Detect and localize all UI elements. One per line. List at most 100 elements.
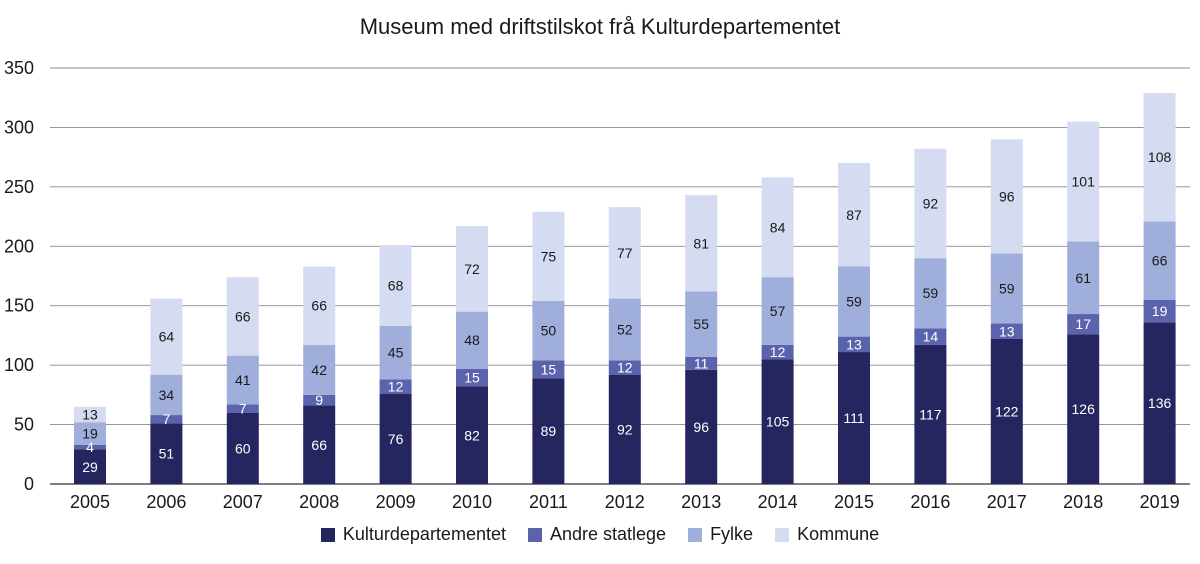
bar-segment: [303, 405, 336, 484]
x-tick-label: 2008: [299, 492, 339, 512]
bar-segment: [456, 386, 488, 484]
bar-segment: [456, 226, 488, 312]
data-label: 55: [693, 316, 709, 332]
bar-segment: [1143, 92, 1176, 222]
bar-segment: [1143, 299, 1176, 323]
bar-segment: [914, 344, 947, 484]
bar-segment: [608, 360, 641, 375]
data-label: 59: [923, 285, 939, 301]
x-tick-label: 2005: [70, 492, 110, 512]
y-tick-label: 100: [4, 355, 34, 375]
data-label: 15: [541, 361, 557, 377]
bar-segment: [838, 336, 870, 353]
bar-segment: [150, 374, 183, 416]
y-tick-label: 300: [4, 117, 34, 137]
data-label: 87: [846, 207, 862, 223]
data-label: 13: [846, 336, 862, 352]
bar-segment: [532, 211, 565, 301]
bar-segment: [1143, 322, 1176, 484]
legend-label: Kulturdepartementet: [342, 524, 506, 544]
data-label: 34: [159, 387, 175, 403]
data-label: 82: [464, 427, 480, 443]
chart-title: Museum med driftstilskot frå Kulturdepar…: [359, 14, 841, 39]
y-tick-label: 350: [4, 58, 34, 78]
bar-segment: [1067, 334, 1100, 484]
y-axis-ticks: 0 50 100 150 200 250 300 350: [4, 58, 34, 494]
data-label: 75: [541, 248, 557, 264]
bar-segment: [914, 258, 947, 329]
bar-segment: [532, 300, 565, 361]
legend-swatch: [527, 527, 542, 542]
data-label: 60: [235, 440, 251, 456]
bar-segment: [1067, 314, 1100, 335]
data-label: 12: [617, 360, 633, 376]
bar-segment: [456, 368, 488, 387]
bar-segment: [303, 266, 336, 345]
bar-segment: [608, 298, 641, 361]
data-label: 41: [235, 372, 251, 388]
data-label: 76: [388, 431, 404, 447]
bar-segment: [150, 298, 183, 375]
data-label: 101: [1072, 174, 1096, 190]
x-tick-label: 2006: [146, 492, 186, 512]
bar-segment: [532, 360, 565, 379]
data-label: 12: [770, 344, 786, 360]
data-label: 96: [693, 419, 709, 435]
data-label: 66: [235, 308, 251, 324]
bar-segment: [226, 404, 259, 413]
data-label: 13: [999, 323, 1015, 339]
x-tick-label: 2012: [605, 492, 645, 512]
legend-label: Kommune: [797, 524, 880, 544]
x-tick-label: 2014: [758, 492, 798, 512]
bar-segment: [685, 291, 718, 357]
bar-segment: [150, 423, 183, 484]
data-label: 81: [693, 235, 709, 251]
data-label: 61: [1075, 270, 1091, 286]
x-tick-label: 2011: [529, 492, 568, 512]
data-label: 45: [388, 345, 404, 361]
bar-segment: [685, 369, 718, 484]
bar-segment: [608, 374, 641, 484]
bar-segment: [990, 139, 1023, 254]
bars: [74, 92, 1176, 484]
bar-segment: [761, 344, 794, 360]
bar-segment: [379, 393, 412, 484]
data-label: 122: [995, 403, 1019, 419]
data-label: 48: [464, 332, 480, 348]
data-label: 77: [617, 245, 633, 261]
bar-segment: [303, 394, 336, 406]
bar-segment: [838, 352, 870, 484]
bar-segment: [150, 415, 183, 424]
data-label: 136: [1148, 395, 1172, 411]
data-label: 19: [82, 425, 98, 441]
y-tick-label: 250: [4, 177, 34, 197]
data-label: 51: [159, 446, 175, 462]
bar-segment: [379, 245, 412, 326]
data-label: 50: [541, 323, 557, 339]
bar-segment: [226, 412, 259, 484]
legend-swatch: [688, 527, 703, 542]
data-label: 7: [163, 411, 171, 427]
legend-item: Fylke: [688, 524, 753, 545]
data-label: 29: [82, 459, 98, 475]
x-tick-label: 2007: [223, 492, 263, 512]
data-label: 64: [159, 329, 175, 345]
legend-label: Andre statlege: [549, 524, 667, 544]
data-label: 12: [388, 379, 404, 395]
legend-item: Kommune: [775, 524, 879, 545]
data-label: 42: [311, 362, 327, 378]
y-tick-label: 150: [4, 296, 34, 316]
data-label: 59: [846, 294, 862, 310]
bar-segment: [74, 406, 106, 423]
bar-segment: [1143, 221, 1176, 300]
data-label: 89: [541, 423, 557, 439]
bar-segment: [685, 356, 718, 370]
legend-item: Kulturdepartementet: [320, 524, 506, 545]
bar-segment: [990, 323, 1023, 339]
legend: Kulturdepartementet Andre statlege Fylke Ko…: [0, 524, 1200, 545]
data-label: 108: [1148, 149, 1172, 165]
data-label: 11: [694, 355, 709, 371]
data-label: 68: [388, 278, 404, 294]
data-label: 17: [1075, 316, 1091, 332]
